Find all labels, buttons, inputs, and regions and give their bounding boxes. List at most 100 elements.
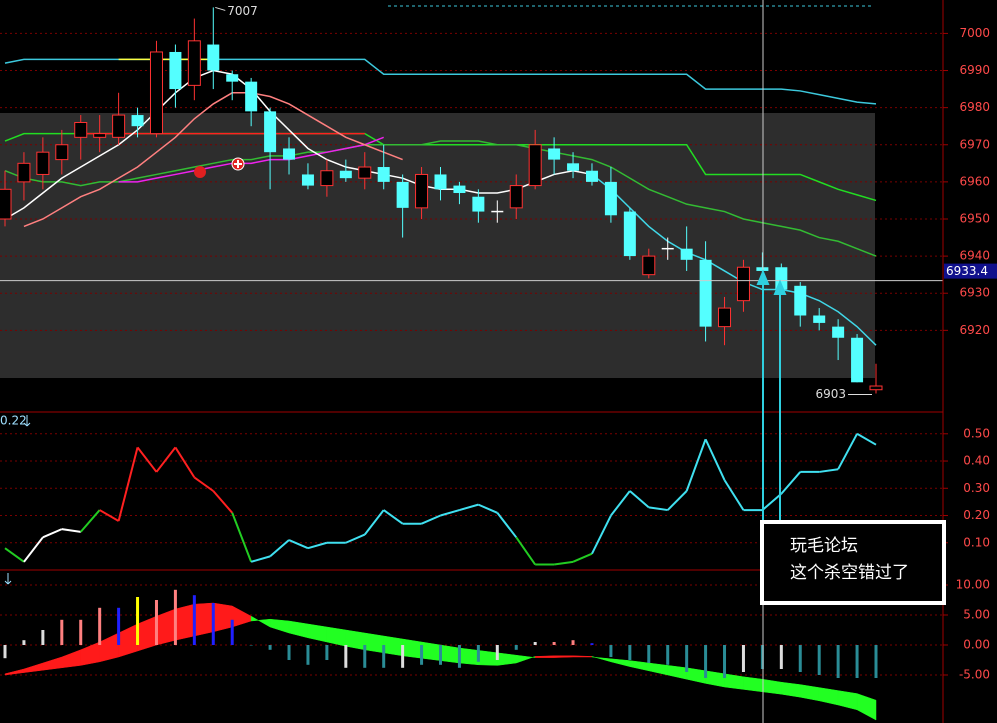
candle-body [528,144,542,187]
candle-body [112,114,126,138]
candle-body [736,266,750,302]
histogram-bar [60,619,64,645]
annotation-pointer [215,6,226,11]
overlay-line [4,69,593,220]
histogram-bar [457,645,461,668]
y-tick-label: 6970 [959,137,990,151]
indicator-segment [250,555,271,563]
overlay-line [591,173,877,346]
histogram-bar [855,645,859,678]
histogram-bar [41,630,45,645]
candle-body [832,326,845,338]
candle-body [869,385,883,391]
histogram-bar [230,619,234,645]
candle-body [756,267,769,271]
y-tick-label: 0.10 [963,535,990,549]
indicator-segment [761,492,782,511]
indicator-segment [610,490,631,517]
y-tick-label: 6990 [959,63,990,77]
indicator-segment [704,438,726,481]
histogram-bar [136,597,140,645]
candle-body [396,181,409,208]
indicator-segment [440,509,460,517]
candle-body [377,167,390,182]
candle-body [415,173,429,209]
indicator-segment [459,503,479,512]
candle-body [851,337,864,383]
indicator-segment [648,506,668,512]
indicator-segment [99,509,120,522]
histogram-bar [836,645,840,678]
annotation-label: 6903 [815,387,846,401]
candle-body [585,170,598,182]
histogram-bar [514,645,518,650]
candle-body [472,196,485,212]
candle-body [358,166,372,179]
y-tick-label: -5.00 [959,668,990,682]
shaded-zone [0,113,875,378]
readout-arrow [4,415,31,585]
histogram-bar [552,642,556,645]
histogram-bar [590,643,594,645]
ribbon-segment [497,652,517,666]
candle-body [453,185,466,194]
candle-body [434,174,447,190]
indicator-segment [421,514,441,525]
indicator-segment [288,539,309,550]
candle-body [36,151,50,175]
indicator-segment [155,446,177,473]
candle-body [794,285,807,316]
indicator-segment [496,512,518,538]
histogram-bar [287,645,291,660]
y-tick-label: 5.00 [963,608,990,622]
y-tick-label: 6920 [959,323,990,337]
histogram-bar [874,645,878,678]
price-marker [944,263,997,279]
y-tick-label: 10.00 [956,578,990,592]
note-text: 玩毛论坛 [790,536,858,556]
histogram-bar [779,645,783,669]
indicator-segment [307,541,328,550]
histogram-bar [401,645,405,668]
candle-body [245,81,258,112]
candle-body [623,211,636,257]
candle-body [169,51,182,90]
ribbon-segment [213,602,233,633]
ribbon-segment [175,603,195,641]
histogram-bar [173,589,177,645]
annotation-label: 7007 [227,4,258,18]
ribbon-segment [459,647,479,666]
candle-body [207,44,220,71]
indicator-segment [553,560,574,566]
candle-body [17,162,31,183]
candle-body [339,170,352,179]
indicator-segment [193,476,214,492]
ribbon-segment [724,673,744,690]
ribbon-segment [440,644,460,664]
histogram-bar [741,645,745,672]
indicator-segment [231,512,253,563]
arrow [7,580,12,585]
histogram-bar [117,607,121,645]
price-marker-label: 6933.4 [946,264,988,278]
histogram-bar [647,645,651,663]
indicator-segment [856,432,877,446]
histogram-bar [3,645,7,659]
histogram-bar [704,645,708,678]
arrows [756,269,787,566]
y-tick-label: 0.00 [963,638,990,652]
histogram-bar [79,619,83,645]
histogram-bar [666,645,670,665]
candle-body [149,51,163,135]
histogram-bar [685,645,689,672]
arrow [26,422,31,427]
indicator-segment [837,433,858,470]
histogram-bar [249,645,253,646]
y-tick-label: 0.40 [963,454,990,468]
candle-body [548,148,561,160]
histogram-bar [723,645,727,678]
candle-body [226,74,239,82]
candle-body [187,40,201,86]
candle-body [680,248,693,260]
histogram-bar [363,645,367,668]
